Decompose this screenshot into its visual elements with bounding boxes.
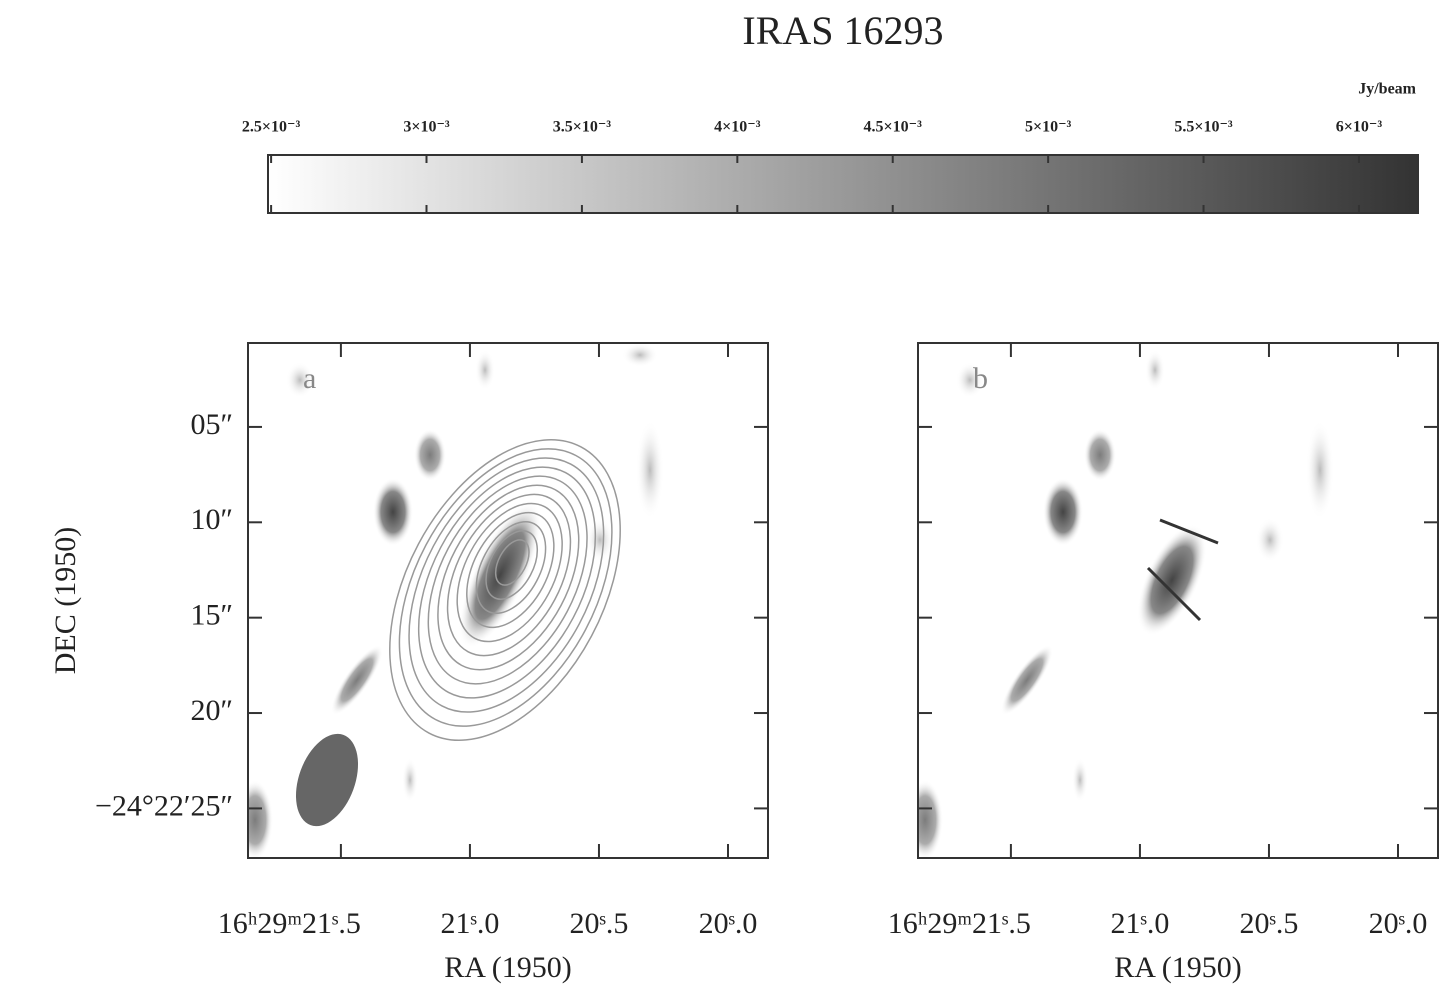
x-tick-label: 21ˢ.0: [440, 907, 499, 940]
contour: [427, 475, 588, 685]
contour: [417, 466, 597, 699]
colorbar-tick-label: 4×10⁻³: [714, 119, 761, 136]
panel-label: b: [973, 362, 988, 395]
y-tick-label: 20″: [191, 694, 234, 727]
contour: [398, 448, 613, 727]
x-tick-label: 20ˢ.5: [570, 907, 629, 940]
y-tick-label: 10″: [191, 503, 234, 536]
contour: [466, 511, 555, 629]
frame: [917, 342, 1439, 859]
x-tick-label: 16ʰ29ᵐ21ˢ.5: [888, 907, 1031, 940]
y-axis-label: DEC (1950): [49, 527, 82, 674]
x-axis-label: RA (1950): [444, 951, 572, 984]
contour: [437, 484, 580, 671]
contour: [446, 493, 572, 657]
contour: [389, 438, 621, 742]
title: IRAS 16293: [742, 8, 943, 53]
colorbar-tick-label: 2.5×10⁻³: [242, 119, 301, 136]
x-tick-label: 20ˢ.0: [1369, 907, 1428, 940]
x-tick-label: 20ˢ.0: [699, 907, 758, 940]
colorbar-tick-label: 3.5×10⁻³: [553, 119, 612, 136]
contour: [408, 457, 605, 713]
x-tick-label: 21ˢ.0: [1110, 907, 1169, 940]
frame: [247, 342, 769, 859]
colorbar-unit: Jy/beam: [1358, 81, 1416, 98]
x-tick-label: 16ʰ29ᵐ21ˢ.5: [218, 907, 361, 940]
x-axis-label: RA (1950): [1114, 951, 1242, 984]
contour: [456, 502, 563, 643]
image-b: [918, 350, 1334, 858]
colorbar-tick-label: 4.5×10⁻³: [864, 119, 923, 136]
y-tick-label: 15″: [191, 599, 234, 632]
y-tick-label: −24°22′25″: [95, 789, 233, 822]
colorbar-tick-label: 6×10⁻³: [1336, 119, 1383, 136]
contour: [485, 530, 539, 600]
colorbar: [267, 154, 1419, 214]
contour: [494, 539, 530, 586]
panel-label: a: [303, 362, 316, 395]
colorbar-tick-label: 5×10⁻³: [1025, 119, 1072, 136]
colorbar-tick-label: 3×10⁻³: [403, 119, 450, 136]
y-tick-label: 05″: [191, 408, 234, 441]
image-a: [248, 343, 664, 858]
contour: [475, 520, 547, 615]
colorbar-tick-label: 5.5×10⁻³: [1174, 119, 1233, 136]
x-tick-label: 20ˢ.5: [1240, 907, 1299, 940]
